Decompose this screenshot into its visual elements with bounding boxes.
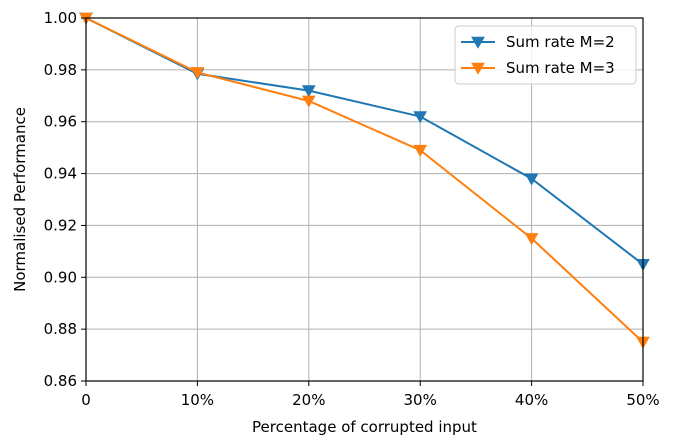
x-tick-label: 40% <box>515 391 548 409</box>
y-tick-label: 0.96 <box>44 113 77 131</box>
legend-entry: Sum rate M=3 <box>461 59 615 77</box>
plot-frame <box>85 17 644 382</box>
x-axis-label: Percentage of corrupted input <box>252 418 477 436</box>
y-axis-label: Normalised Performance <box>11 107 29 292</box>
data-point <box>524 173 539 186</box>
legend-marker <box>471 62 485 75</box>
ticks: 0 10% 20% 30% 40% 50% 0.86 0.88 0.90 0.92 0.94 0.96… <box>44 9 660 409</box>
data-point <box>413 144 428 157</box>
series-2 <box>79 12 650 349</box>
series-line <box>85 17 644 343</box>
y-tick-label: 0.98 <box>44 61 77 79</box>
legend: Sum rate M=2 Sum rate M=3 <box>454 25 637 85</box>
data-point <box>301 85 316 98</box>
y-tick-label: 0.90 <box>44 268 77 286</box>
legend-marker <box>471 36 485 49</box>
x-tick-label: 50% <box>626 391 659 409</box>
y-tick-label: 0.86 <box>44 372 77 390</box>
x-tick-label: 30% <box>404 391 437 409</box>
x-tick-label: 0 <box>81 391 91 409</box>
series-layer <box>79 12 650 349</box>
y-tick-label: 0.92 <box>44 216 77 234</box>
x-tick-label: 20% <box>292 391 325 409</box>
y-tick-label: 1.00 <box>44 9 77 27</box>
data-point <box>190 67 205 80</box>
data-point <box>301 95 316 108</box>
data-point <box>524 233 539 246</box>
y-tick-label: 0.94 <box>44 165 77 183</box>
legend-box <box>454 25 637 85</box>
legend-label: Sum rate M=2 <box>506 33 615 51</box>
y-tick-label: 0.88 <box>44 320 77 338</box>
legend-entry: Sum rate M=2 <box>461 33 615 51</box>
x-tick-label: 10% <box>181 391 214 409</box>
data-point <box>413 111 428 124</box>
legend-label: Sum rate M=3 <box>506 59 615 77</box>
